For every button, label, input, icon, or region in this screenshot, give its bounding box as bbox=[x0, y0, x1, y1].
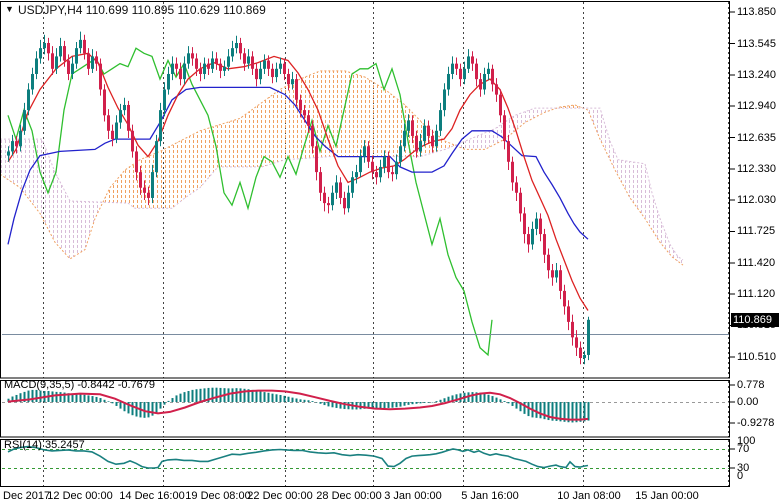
rsi-axis-label: 70 bbox=[737, 443, 750, 455]
candles-layer bbox=[7, 31, 590, 365]
current-price-badge: 110.869 bbox=[731, 313, 779, 327]
price-axis-label: 112.940 bbox=[737, 99, 776, 112]
rsi-axis-label: 30 bbox=[737, 462, 750, 474]
price-axis-label: 113.545 bbox=[737, 37, 776, 50]
time-axis-label: 28 Dec 00:00 bbox=[316, 490, 382, 502]
price-axis-label: 113.850 bbox=[737, 6, 776, 18]
price-axis-label: 112.635 bbox=[737, 131, 776, 144]
borders-layer bbox=[0, 1, 735, 487]
time-axis-label: 15 Jan 00:00 bbox=[635, 490, 699, 502]
price-axis-label: 113.240 bbox=[737, 69, 776, 81]
price-axis-label: 111.120 bbox=[737, 287, 776, 300]
macd-axis-label: 0.00 bbox=[737, 396, 759, 408]
time-axis-label: 3 Jan 00:00 bbox=[384, 490, 442, 502]
macd-axis-label: 0.778 bbox=[737, 379, 765, 391]
chart-title: USDJPY,H4 110.699 110.895 110.629 110.86… bbox=[18, 3, 266, 17]
gridlines-layer bbox=[43, 2, 729, 486]
price-axis-label: 111.725 bbox=[737, 225, 776, 238]
price-axis-label: 112.030 bbox=[737, 193, 776, 206]
time-axis-label: 7 Dec 2017 bbox=[0, 490, 51, 502]
ohlc-toggle-icon[interactable]: ▼ bbox=[5, 4, 14, 14]
subpane-layer bbox=[2, 387, 729, 469]
time-axis-label: 12 Dec 00:00 bbox=[47, 490, 113, 502]
macd-axis-label: -0.9278 bbox=[737, 417, 775, 429]
time-axis-label: 5 Jan 16:00 bbox=[461, 490, 519, 502]
time-axis-label: 22 Dec 00:00 bbox=[247, 490, 313, 502]
rsi-axis-label: 0 bbox=[737, 470, 744, 482]
price-axis-label: 110.510 bbox=[737, 351, 776, 363]
price-axis-label: 111.420 bbox=[737, 257, 776, 269]
time-axis-label: 19 Dec 08:00 bbox=[185, 490, 251, 502]
time-axis-label: 10 Jan 08:00 bbox=[557, 490, 621, 502]
time-axis-label: 14 Dec 16:00 bbox=[119, 490, 185, 502]
rsi-legend: RSI(14) 35.2457 bbox=[4, 439, 85, 451]
rsi-axis-label: 100 bbox=[737, 435, 756, 447]
macd-legend: MACD(9,35,5) -0.8442 -0.7679 bbox=[4, 379, 156, 391]
price-axis-label: 112.330 bbox=[737, 163, 776, 175]
ichimoku-cloud-layer bbox=[0, 70, 684, 266]
